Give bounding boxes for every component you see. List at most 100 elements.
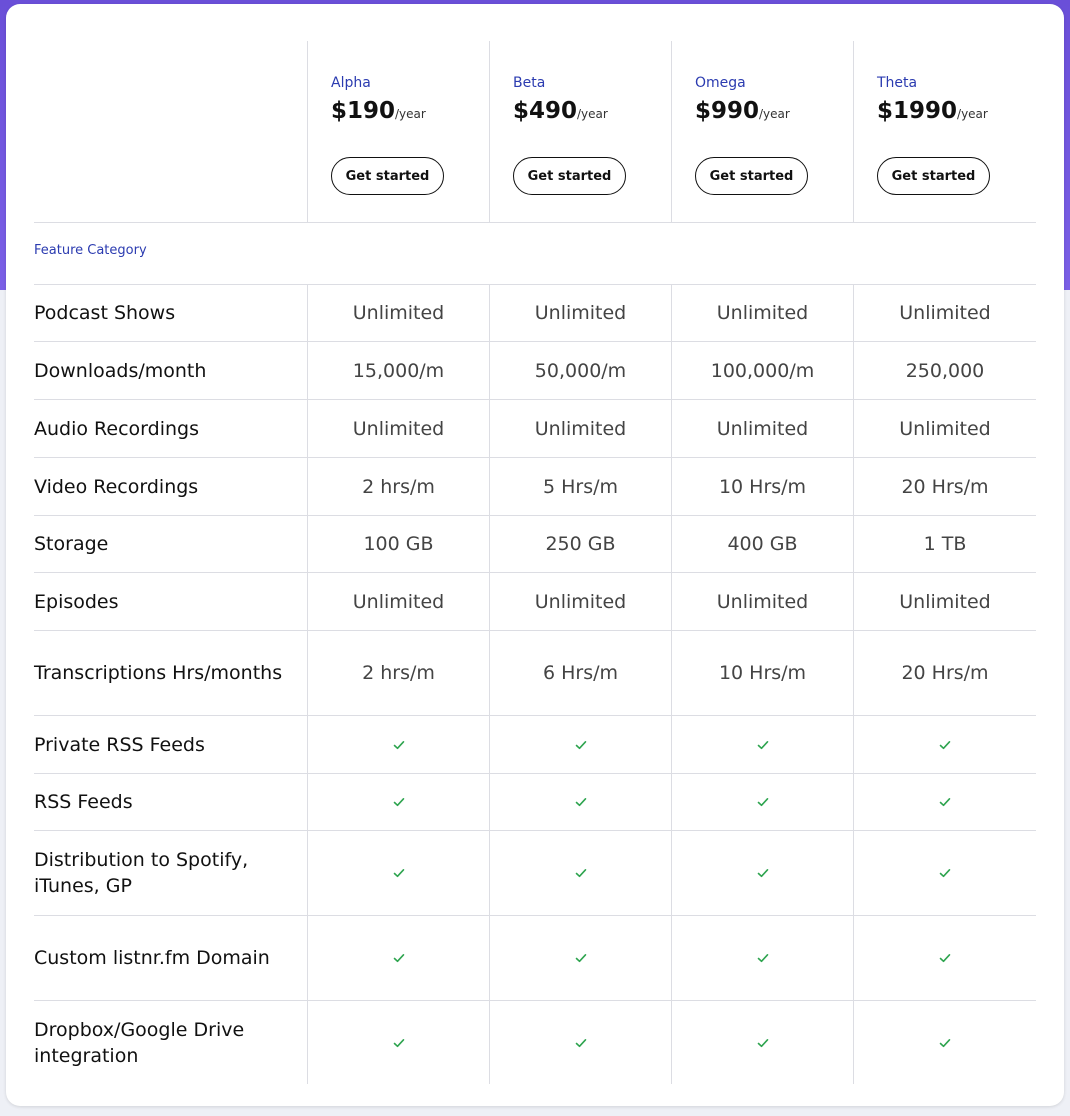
feature-check-cell bbox=[671, 1001, 853, 1084]
check-icon bbox=[757, 1038, 768, 1047]
feature-value: 15,000/m bbox=[307, 342, 489, 399]
feature-label: Dropbox/Google Drive integration bbox=[34, 1018, 245, 1067]
get-started-button-omega[interactable]: Get started bbox=[695, 157, 808, 195]
feature-label: Distribution to Spotify, iTunes, GP bbox=[34, 849, 249, 897]
feature-value: Unlimited bbox=[489, 400, 671, 457]
pricing-card: Alpha $190/year Get started Beta $490/ye… bbox=[6, 4, 1064, 1106]
feature-category-label: Feature Category bbox=[34, 243, 147, 258]
feature-check-cell bbox=[307, 1001, 489, 1084]
feature-label: Video Recordings bbox=[34, 475, 199, 498]
feature-value: 20 Hrs/m bbox=[853, 458, 1036, 515]
feature-row-dropbox-google-drive-integration: Dropbox/Google Drive integration bbox=[34, 1001, 1036, 1084]
feature-value: 100,000/m bbox=[671, 342, 853, 399]
feature-value: Unlimited bbox=[489, 285, 671, 341]
price-unit: /year bbox=[759, 107, 790, 121]
feature-label: Downloads/month bbox=[34, 359, 207, 382]
plan-price: $1990/year bbox=[877, 98, 988, 124]
feature-label: Custom listnr.fm Domain bbox=[34, 947, 270, 969]
plan-price: $490/year bbox=[513, 98, 608, 124]
plan-price: $190/year bbox=[331, 98, 426, 124]
feature-value: 6 Hrs/m bbox=[489, 631, 671, 715]
check-icon bbox=[393, 954, 404, 963]
feature-value: 20 Hrs/m bbox=[853, 631, 1036, 715]
feature-check-cell bbox=[489, 831, 671, 915]
feature-value: 250,000 bbox=[853, 342, 1036, 399]
feature-value: Unlimited bbox=[853, 400, 1036, 457]
price-amount: $190 bbox=[331, 98, 396, 124]
plan-name: Theta bbox=[877, 75, 918, 91]
feature-row-transcriptions-hrs-months: Transcriptions Hrs/months 2 hrs/m 6 Hrs/m 1… bbox=[34, 631, 1036, 716]
feature-value: Unlimited bbox=[307, 285, 489, 341]
feature-check-cell bbox=[489, 774, 671, 830]
header-empty-cell bbox=[34, 41, 307, 222]
feature-row-storage: Storage 100 GB 250 GB 400 GB 1 TB bbox=[34, 516, 1036, 573]
feature-check-cell bbox=[671, 774, 853, 830]
plan-price: $990/year bbox=[695, 98, 790, 124]
plan-column-omega: Omega $990/year Get started bbox=[671, 41, 853, 222]
check-icon bbox=[757, 954, 768, 963]
plan-column-beta: Beta $490/year Get started bbox=[489, 41, 671, 222]
check-icon bbox=[757, 740, 768, 749]
feature-value: Unlimited bbox=[671, 400, 853, 457]
feature-label: Episodes bbox=[34, 590, 119, 613]
check-icon bbox=[575, 798, 586, 807]
feature-row-episodes: Episodes Unlimited Unlimited Unlimited Unlim… bbox=[34, 573, 1036, 631]
feature-value: 250 GB bbox=[489, 516, 671, 572]
check-icon bbox=[757, 869, 768, 878]
feature-value: 50,000/m bbox=[489, 342, 671, 399]
feature-row-video-recordings: Video Recordings 2 hrs/m 5 Hrs/m 10 Hrs/m 20… bbox=[34, 458, 1036, 516]
plan-header-row: Alpha $190/year Get started Beta $490/ye… bbox=[34, 41, 1036, 223]
feature-check-cell bbox=[853, 1001, 1036, 1084]
feature-value: Unlimited bbox=[671, 285, 853, 341]
plan-name: Omega bbox=[695, 75, 746, 91]
feature-value: Unlimited bbox=[671, 573, 853, 630]
feature-value: 10 Hrs/m bbox=[671, 631, 853, 715]
feature-row-custom-listnr-fm-domain: Custom listnr.fm Domain bbox=[34, 916, 1036, 1001]
get-started-button-alpha[interactable]: Get started bbox=[331, 157, 444, 195]
plan-name: Beta bbox=[513, 75, 546, 91]
feature-value: 5 Hrs/m bbox=[489, 458, 671, 515]
check-icon bbox=[393, 798, 404, 807]
feature-value: Unlimited bbox=[489, 573, 671, 630]
feature-value: Unlimited bbox=[307, 573, 489, 630]
feature-value: 2 hrs/m bbox=[307, 631, 489, 715]
check-icon bbox=[757, 798, 768, 807]
feature-check-cell bbox=[307, 716, 489, 773]
feature-row-podcast-shows: Podcast Shows Unlimited Unlimited Unlimited… bbox=[34, 285, 1036, 342]
check-icon bbox=[393, 740, 404, 749]
feature-row-audio-recordings: Audio Recordings Unlimited Unlimited Unlimi… bbox=[34, 400, 1036, 458]
check-icon bbox=[575, 1038, 586, 1047]
get-started-button-theta[interactable]: Get started bbox=[877, 157, 990, 195]
feature-check-cell bbox=[489, 1001, 671, 1084]
pricing-table: Alpha $190/year Get started Beta $490/ye… bbox=[34, 41, 1036, 1084]
feature-check-cell bbox=[853, 716, 1036, 773]
feature-check-cell bbox=[853, 831, 1036, 915]
feature-row-distribution-to-spotify-itunes-gp: Distribution to Spotify, iTunes, GP bbox=[34, 831, 1036, 916]
price-amount: $1990 bbox=[877, 98, 958, 124]
feature-check-cell bbox=[853, 774, 1036, 830]
feature-value: 1 TB bbox=[853, 516, 1036, 572]
price-unit: /year bbox=[957, 107, 988, 121]
feature-check-cell bbox=[671, 831, 853, 915]
feature-check-cell bbox=[489, 716, 671, 773]
check-icon bbox=[939, 1038, 951, 1047]
feature-check-cell bbox=[671, 916, 853, 1000]
check-icon bbox=[939, 954, 951, 963]
feature-row-downloads-month: Downloads/month 15,000/m 50,000/m 100,000/m… bbox=[34, 342, 1036, 400]
feature-value: 400 GB bbox=[671, 516, 853, 572]
plan-column-alpha: Alpha $190/year Get started bbox=[307, 41, 489, 222]
feature-label: Storage bbox=[34, 533, 109, 555]
get-started-button-beta[interactable]: Get started bbox=[513, 157, 626, 195]
feature-label: Podcast Shows bbox=[34, 302, 176, 324]
feature-check-cell bbox=[307, 774, 489, 830]
feature-value: Unlimited bbox=[853, 285, 1036, 341]
feature-label: RSS Feeds bbox=[34, 791, 133, 813]
feature-value: Unlimited bbox=[307, 400, 489, 457]
feature-check-cell bbox=[853, 916, 1036, 1000]
feature-check-cell bbox=[489, 916, 671, 1000]
plan-name: Alpha bbox=[331, 75, 371, 91]
feature-value: 2 hrs/m bbox=[307, 458, 489, 515]
price-unit: /year bbox=[395, 107, 426, 121]
feature-check-cell bbox=[307, 831, 489, 915]
feature-rows: Podcast Shows Unlimited Unlimited Unlimited… bbox=[34, 285, 1036, 1084]
